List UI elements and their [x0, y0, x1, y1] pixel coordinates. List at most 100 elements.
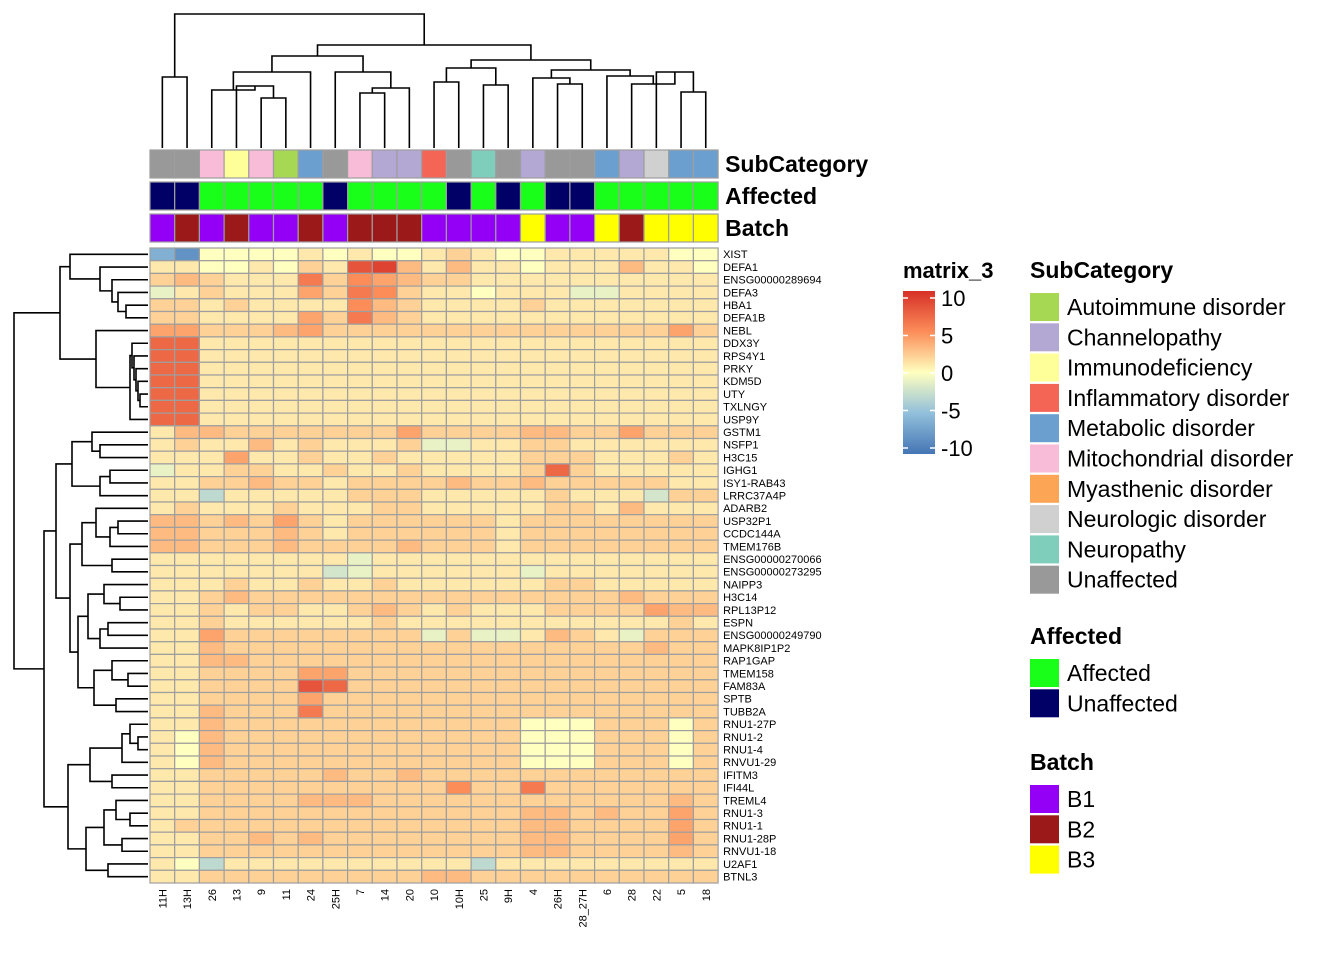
annotation-cell	[544, 213, 571, 243]
heatmap-cell	[248, 310, 275, 325]
annotation-cell	[470, 181, 497, 211]
column-label: 9H	[503, 889, 515, 903]
heatmap-cell	[149, 501, 176, 516]
row-label: ESPN	[723, 617, 753, 629]
heatmap-cell	[643, 729, 670, 744]
heatmap-cell	[569, 628, 596, 643]
annotation-cell	[272, 213, 299, 243]
heatmap-cell	[248, 476, 275, 490]
annotation-bars: SubCategory Affected Batch	[149, 149, 868, 243]
annotation-cell	[396, 181, 423, 211]
heatmap-cell	[519, 856, 546, 871]
annotation-cell	[593, 213, 620, 243]
heatmap-cell	[495, 806, 522, 821]
heatmap-cell	[272, 577, 299, 592]
legend-swatch	[1030, 383, 1059, 412]
heatmap-cell	[618, 450, 645, 465]
heatmap-cell	[692, 463, 719, 478]
heatmap-cell	[544, 577, 571, 592]
heatmap-cell	[421, 793, 448, 808]
heatmap-cell	[668, 768, 695, 783]
heatmap-cell	[347, 450, 373, 465]
heatmap-cell	[149, 349, 176, 363]
row-label: PRKY	[723, 363, 754, 375]
heatmap-cell	[322, 526, 349, 541]
heatmap-cell	[668, 552, 695, 567]
heatmap-cell	[248, 602, 275, 617]
heatmap-cell	[174, 577, 200, 592]
legend-swatch	[1030, 535, 1059, 564]
annotation-cell	[272, 181, 299, 211]
annotation-cell	[495, 213, 522, 243]
annotation-cell	[248, 149, 275, 179]
heatmap-cell	[223, 336, 250, 351]
heatmap-cell	[668, 615, 695, 630]
heatmap-cell	[347, 247, 373, 262]
heatmap-cell	[519, 628, 546, 643]
heatmap-cell	[198, 450, 225, 465]
heatmap-cell	[347, 564, 373, 579]
heatmap-cell	[544, 412, 571, 427]
heatmap-cell	[272, 476, 299, 490]
heatmap-cell	[445, 653, 472, 668]
heatmap-cell	[445, 552, 472, 567]
heatmap-cell	[445, 679, 472, 694]
heatmap-cell	[297, 564, 324, 579]
annotation-cell	[297, 149, 324, 179]
row-label: ENSG00000273295	[723, 567, 821, 579]
heatmap-cell	[322, 755, 349, 770]
heatmap-cell	[223, 729, 250, 744]
dendrogram-link	[111, 558, 148, 573]
heatmap-cell	[322, 577, 349, 592]
heatmap-cell	[149, 577, 176, 592]
heatmap-cell	[519, 577, 546, 592]
heatmap-cell	[668, 514, 695, 529]
heatmap-cell	[174, 488, 200, 503]
heatmap-cell	[668, 729, 695, 744]
heatmap-cell	[174, 704, 200, 719]
dendrogram-link	[316, 44, 532, 60]
heatmap-cell	[248, 742, 275, 757]
heatmap-cell	[593, 793, 620, 808]
heatmap-cell	[174, 298, 200, 313]
heatmap-cell	[248, 526, 275, 541]
heatmap-cell	[421, 323, 448, 338]
dendrogram-link	[71, 440, 100, 487]
heatmap-cell	[470, 602, 497, 617]
heatmap-cell	[618, 780, 645, 795]
heatmap-cell	[643, 755, 670, 770]
heatmap-cell	[347, 272, 373, 287]
column-label: 25	[478, 889, 490, 901]
heatmap-cell	[421, 717, 448, 732]
heatmap-cell	[371, 679, 398, 694]
heatmap-cell	[692, 577, 719, 592]
heatmap-cell	[174, 564, 200, 579]
heatmap-cell	[643, 564, 670, 579]
heatmap-cell	[248, 552, 275, 567]
heatmap-cell	[470, 755, 497, 770]
heatmap-cell	[223, 425, 250, 440]
heatmap-cell	[593, 247, 620, 262]
heatmap-cell	[347, 349, 373, 363]
heatmap-cell	[297, 793, 324, 808]
heatmap-cell	[149, 679, 176, 694]
heatmap-cell	[396, 717, 423, 732]
column-label: 11	[281, 889, 293, 900]
heatmap-cell	[668, 387, 695, 402]
heatmap-cell	[174, 768, 200, 783]
legend-title: Batch	[1030, 749, 1094, 775]
heatmap-cell	[692, 856, 719, 871]
heatmap-cell	[544, 564, 571, 579]
heatmap-cell	[322, 793, 349, 808]
heatmap-cell	[519, 818, 546, 833]
heatmap-cell	[347, 780, 373, 795]
heatmap-cell	[223, 298, 250, 313]
heatmap-cell	[618, 247, 645, 262]
heatmap-cell	[248, 691, 275, 706]
heatmap-cell	[445, 361, 472, 376]
heatmap-cell	[174, 679, 200, 694]
heatmap-cell	[396, 615, 423, 630]
heatmap-cell	[272, 399, 299, 414]
heatmap-cell	[593, 310, 620, 325]
heatmap-cell	[149, 641, 176, 656]
